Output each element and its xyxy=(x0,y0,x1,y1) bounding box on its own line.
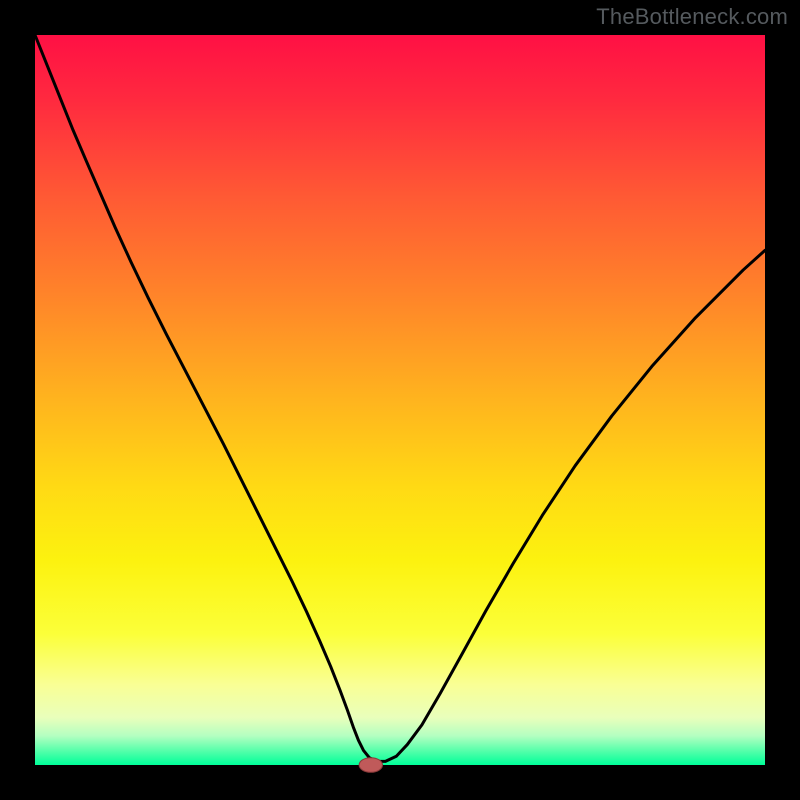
optimum-marker xyxy=(359,758,382,773)
plot-background xyxy=(35,35,765,765)
watermark-text: TheBottleneck.com xyxy=(596,4,788,30)
bottleneck-chart xyxy=(0,0,800,800)
